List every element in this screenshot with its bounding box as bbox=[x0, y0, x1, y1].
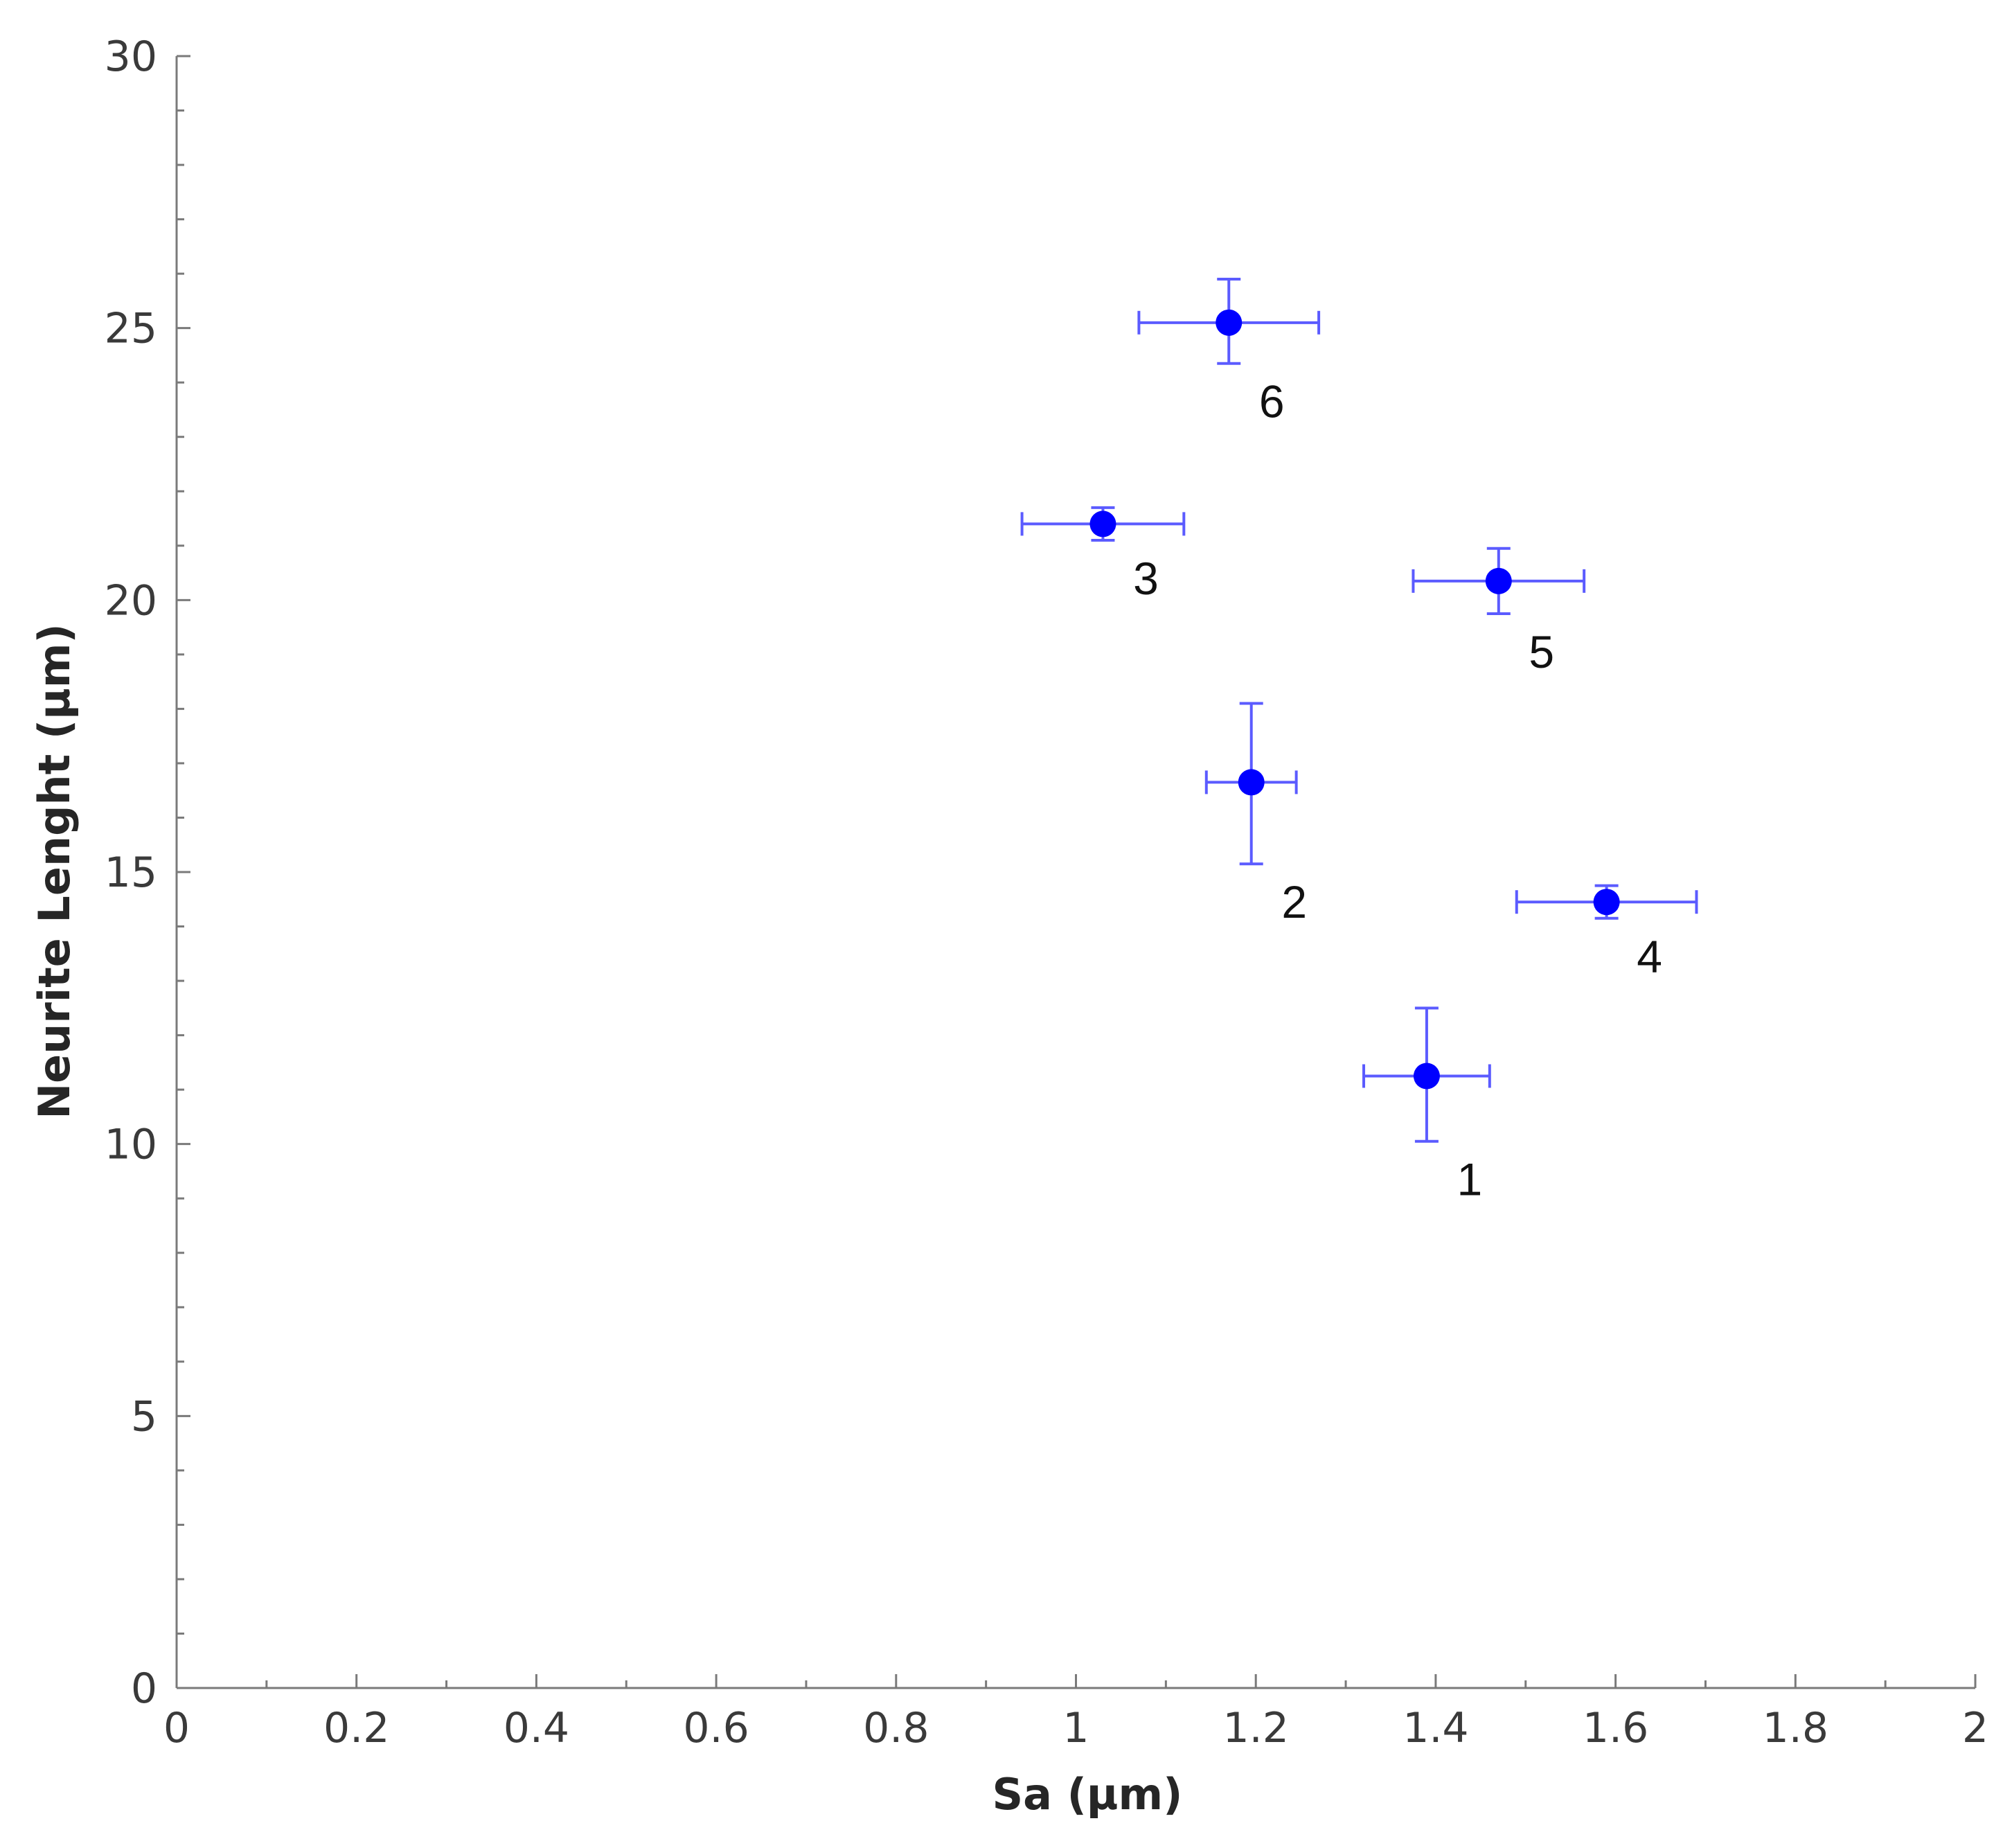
data-point-2: 2 bbox=[1204, 702, 1307, 927]
point-label: 2 bbox=[1281, 876, 1307, 927]
point-marker bbox=[1238, 769, 1265, 796]
y-tick-label: 5 bbox=[131, 1392, 157, 1441]
point-marker bbox=[1089, 510, 1116, 537]
point-marker bbox=[1413, 1063, 1440, 1090]
x-tick-label: 2 bbox=[1962, 1704, 1988, 1752]
y-tick-label: 25 bbox=[105, 305, 157, 353]
data-point-6: 6 bbox=[1137, 277, 1321, 427]
x-tick-label: 0.6 bbox=[683, 1704, 749, 1752]
point-label: 5 bbox=[1529, 626, 1554, 677]
x-tick-label: 1.4 bbox=[1403, 1704, 1468, 1752]
x-axis-ticks: 0 0.2 0.4 0.6 0.8 1 1.2 1.4 1.6 1.8 2 bbox=[163, 1674, 1988, 1752]
point-label: 4 bbox=[1637, 931, 1662, 982]
point-marker bbox=[1216, 309, 1243, 336]
point-label: 3 bbox=[1133, 553, 1159, 604]
x-tick-label: 0 bbox=[163, 1704, 190, 1752]
point-label: 1 bbox=[1457, 1154, 1483, 1205]
x-axis-title: Sa (µm) bbox=[992, 1769, 1183, 1820]
y-axis-ticks: 0 5 10 15 20 25 30 bbox=[105, 33, 190, 1713]
data-point-5: 5 bbox=[1412, 547, 1586, 677]
y-tick-label: 10 bbox=[105, 1121, 157, 1169]
x-tick-label: 0.4 bbox=[504, 1704, 569, 1752]
data-point-1: 1 bbox=[1362, 1006, 1491, 1205]
x-tick-label: 1.2 bbox=[1222, 1704, 1288, 1752]
point-marker bbox=[1485, 567, 1512, 594]
x-tick-label: 1 bbox=[1062, 1704, 1089, 1752]
data-point-4: 4 bbox=[1515, 884, 1698, 982]
x-tick-label: 0.8 bbox=[863, 1704, 929, 1752]
y-tick-label: 0 bbox=[131, 1664, 157, 1713]
y-tick-label: 30 bbox=[105, 33, 157, 81]
x-tick-label: 0.2 bbox=[323, 1704, 389, 1752]
x-tick-label: 1.6 bbox=[1583, 1704, 1648, 1752]
axes bbox=[175, 56, 1975, 1689]
y-tick-label: 20 bbox=[105, 576, 157, 625]
point-label: 6 bbox=[1259, 376, 1285, 427]
point-marker bbox=[1593, 889, 1620, 916]
x-tick-label: 1.8 bbox=[1763, 1704, 1828, 1752]
y-axis-title: Neurite Lenght (µm) bbox=[29, 623, 80, 1119]
data-point-3: 3 bbox=[1020, 506, 1186, 604]
y-tick-label: 15 bbox=[105, 849, 157, 897]
data-points: 1 2 3 4 5 6 bbox=[1020, 277, 1698, 1205]
